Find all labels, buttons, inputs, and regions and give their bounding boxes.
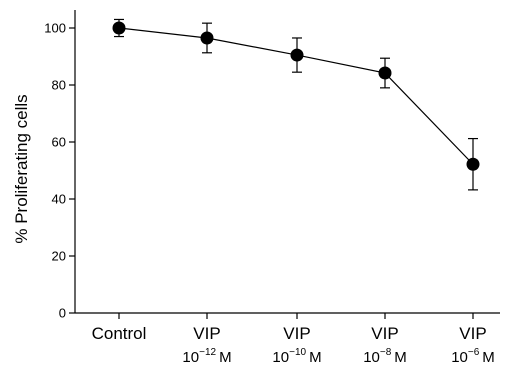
y-tick-label: 80 xyxy=(52,78,66,93)
x-category-concentration: 10−8 M xyxy=(363,347,407,366)
x-category-label: VIP xyxy=(193,324,220,343)
series-line xyxy=(118,27,474,165)
y-tick-label: 40 xyxy=(52,192,66,207)
x-category-concentration: 10−6 M xyxy=(451,347,495,366)
x-category-label: VIP xyxy=(283,324,310,343)
y-tick-label: 20 xyxy=(52,249,66,264)
y-tick-label: 0 xyxy=(59,306,66,321)
data-point xyxy=(112,21,126,35)
data-point xyxy=(200,31,214,45)
data-point xyxy=(290,48,304,62)
x-category-concentration: 10−12 M xyxy=(182,347,231,366)
y-axis-title: % Proliferating cells xyxy=(12,94,31,243)
data-point xyxy=(466,157,480,171)
x-category-label: Control xyxy=(92,324,147,343)
y-tick-label: 60 xyxy=(52,135,66,150)
data-point xyxy=(378,66,392,80)
x-category-label: VIP xyxy=(459,324,486,343)
y-tick-label: 100 xyxy=(44,21,66,36)
x-category-concentration: 10−10 M xyxy=(272,347,321,366)
x-category-label: VIP xyxy=(371,324,398,343)
